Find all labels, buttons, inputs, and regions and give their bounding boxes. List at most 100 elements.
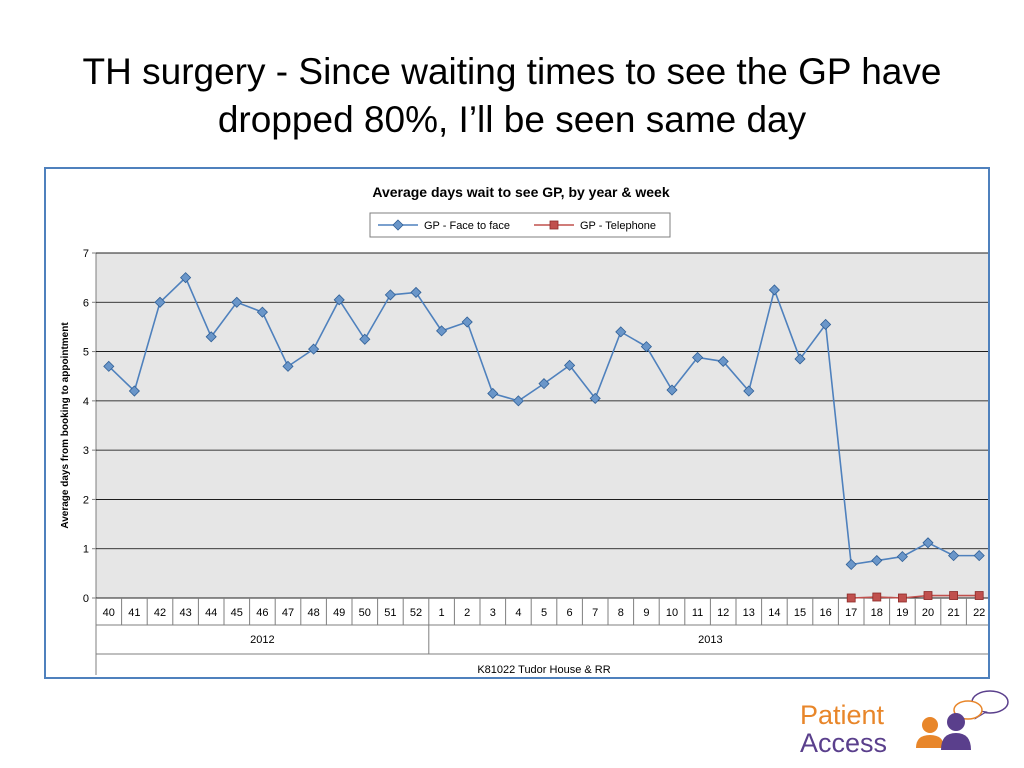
x-tick-label-4: 44 <box>205 607 217 619</box>
x-tick-label-24: 12 <box>717 607 729 619</box>
point-s0-22 <box>973 550 985 562</box>
x-tick-label-32: 20 <box>922 607 934 619</box>
point-s0-3 <box>487 387 499 400</box>
point-s0-4 <box>512 395 524 407</box>
x-axis-title: K81022 Tudor House & RR <box>477 664 610 676</box>
slide-title-line-2: dropped 80%, I’ll be seen same day <box>217 99 807 140</box>
point-s0-49 <box>333 294 345 306</box>
x-tick-label-19: 7 <box>592 607 598 619</box>
y-tick-label-5: 5 <box>83 347 89 359</box>
point-s0-50 <box>359 333 371 345</box>
point-s1-17 <box>846 593 856 603</box>
point-s0-8 <box>615 326 627 338</box>
point-s1-20 <box>923 591 933 600</box>
x-tick-label-2: 42 <box>154 607 166 619</box>
x-tick-label-27: 15 <box>794 607 806 619</box>
x-tick-label-12: 52 <box>410 607 422 619</box>
y-tick-label-1: 1 <box>83 544 89 556</box>
x-tick-label-23: 11 <box>692 607 703 619</box>
point-s0-7 <box>589 392 601 404</box>
legend-label-1: GP - Telephone <box>580 220 656 232</box>
x-tick-label-16: 4 <box>515 607 521 619</box>
x-tick-label-30: 18 <box>871 607 883 619</box>
y-tick-label-7: 7 <box>83 248 89 260</box>
point-s0-1 <box>436 325 448 337</box>
point-s0-2 <box>461 316 473 328</box>
point-s1-22 <box>974 591 984 600</box>
point-s0-40 <box>103 360 115 372</box>
x-tick-label-34: 22 <box>973 607 985 619</box>
x-tick-label-20: 8 <box>618 607 624 619</box>
x-tick-label-11: 51 <box>384 607 396 619</box>
point-s0-51 <box>384 289 396 301</box>
year-label-2012: 2012 <box>250 634 274 646</box>
x-tick-label-17: 5 <box>541 607 547 619</box>
logo-word-access: Access <box>800 728 888 758</box>
legend-label-0: GP - Face to face <box>424 220 510 232</box>
point-s0-41 <box>128 385 140 397</box>
x-tick-label-1: 41 <box>128 607 140 619</box>
x-tick-label-8: 48 <box>307 607 319 619</box>
x-tick-label-33: 21 <box>947 607 959 619</box>
x-tick-label-0: 40 <box>103 607 115 619</box>
logo-word-patient: Patient <box>800 700 885 730</box>
y-tick-label-0: 0 <box>83 593 89 605</box>
point-s0-6 <box>564 359 576 371</box>
point-s0-44 <box>205 331 217 343</box>
point-s1-19 <box>898 593 907 603</box>
legend-marker-0 <box>392 219 404 231</box>
y-tick-label-4: 4 <box>83 396 89 408</box>
legend-marker-1 <box>549 220 559 230</box>
point-s0-16 <box>820 318 832 331</box>
point-s0-20 <box>922 537 934 549</box>
point-s0-42 <box>154 296 166 308</box>
point-s0-47 <box>282 360 294 372</box>
point-s0-19 <box>896 551 908 563</box>
patient-access-logo: Patient Access <box>800 688 1010 758</box>
chart-title: Average days wait to see GP, by year & w… <box>372 184 669 200</box>
wait-time-chart: Average days wait to see GP, by year & w… <box>60 184 988 676</box>
point-s0-52 <box>410 286 422 298</box>
point-s0-15 <box>794 353 806 365</box>
x-tick-label-18: 6 <box>567 607 573 619</box>
slide-title-line-1: TH surgery - Since waiting times to see … <box>82 51 942 92</box>
point-s0-43 <box>180 272 192 284</box>
point-s0-46 <box>256 306 268 318</box>
point-s0-10 <box>666 384 678 396</box>
y-tick-label-3: 3 <box>83 445 89 457</box>
plot-area <box>95 252 988 599</box>
x-tick-label-15: 3 <box>490 607 496 619</box>
x-tick-label-9: 49 <box>333 607 345 619</box>
x-tick-label-25: 13 <box>743 607 755 619</box>
point-s0-45 <box>231 296 243 308</box>
x-tick-label-7: 47 <box>282 607 294 619</box>
point-s0-5 <box>538 378 550 390</box>
point-s1-18 <box>872 592 882 602</box>
x-tick-label-10: 50 <box>359 607 371 619</box>
year-label-2013: 2013 <box>698 634 722 646</box>
x-tick-label-14: 2 <box>464 607 470 619</box>
point-s0-18 <box>871 554 883 567</box>
legend-box <box>369 212 671 238</box>
x-tick-label-3: 43 <box>179 607 191 619</box>
x-tick-label-13: 1 <box>439 607 445 619</box>
point-s0-13 <box>743 385 755 397</box>
point-s0-17 <box>845 558 857 571</box>
point-s0-14 <box>768 284 780 296</box>
x-tick-label-22: 10 <box>666 607 678 619</box>
y-axis-title: Average days from booking to appointment <box>60 322 71 529</box>
x-tick-label-26: 14 <box>768 607 780 619</box>
chart-frame: Average days wait to see GP, by year & w… <box>44 167 990 679</box>
slide-title: TH surgery - Since waiting times to see … <box>40 48 984 144</box>
point-s0-12 <box>717 355 729 367</box>
point-s0-11 <box>692 351 704 364</box>
point-s1-21 <box>949 591 958 600</box>
point-s0-9 <box>640 341 652 353</box>
x-tick-label-5: 45 <box>231 607 243 619</box>
people-speech-bubble-icon <box>916 690 1009 750</box>
x-tick-label-6: 46 <box>256 607 268 619</box>
point-s0-48 <box>308 343 320 355</box>
point-s0-21 <box>948 550 960 562</box>
y-tick-label-6: 6 <box>83 297 89 309</box>
x-tick-label-29: 17 <box>845 607 857 619</box>
